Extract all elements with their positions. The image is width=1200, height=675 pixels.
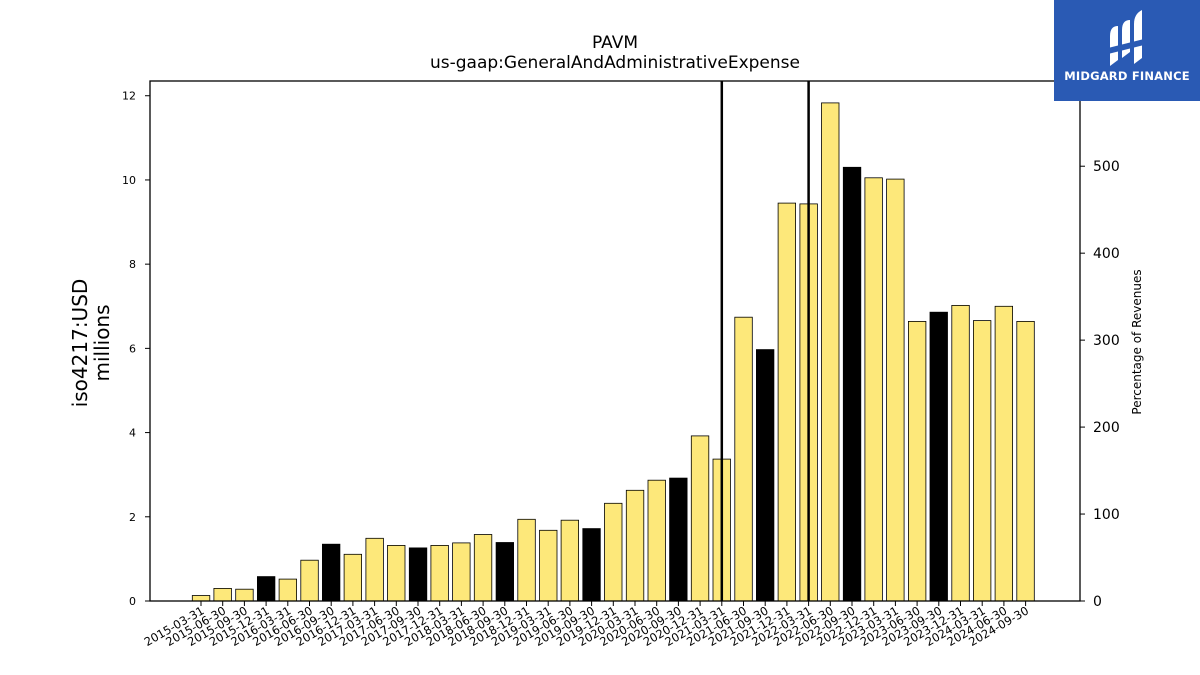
y2-tick-label: 300 [1093, 333, 1120, 349]
bar-2022-09-30 [842, 166, 862, 602]
chart-subtitle: us-gaap:GeneralAndAdministrativeExpense [430, 53, 800, 73]
bar-2024-09-30 [1016, 320, 1035, 602]
y2-tick-label: 0 [1093, 594, 1102, 610]
bar-2021-09-30 [756, 349, 775, 602]
bar-2016-03-31 [278, 578, 298, 602]
bar-2015-03-31 [191, 595, 211, 602]
y-tick-label: 10 [122, 174, 136, 187]
bar-2017-12-31 [430, 545, 449, 602]
bar-series [191, 102, 1035, 602]
plot-frame [149, 80, 1081, 602]
bar-2021-06-30 [734, 316, 753, 602]
y-tick-label: 6 [129, 342, 136, 355]
bar-2015-12-31 [256, 576, 276, 602]
y-tick-label: 8 [129, 258, 136, 271]
bar-2019-09-30 [582, 528, 601, 602]
y-tick-label: 2 [129, 511, 136, 524]
bar-2024-03-31 [973, 320, 992, 602]
y-tick-label: 0 [129, 595, 136, 608]
bar-2020-03-31 [625, 489, 645, 602]
bar-2016-12-31 [343, 553, 363, 602]
y2-tick-label: 200 [1093, 420, 1120, 436]
bar-2017-06-30 [387, 545, 406, 602]
bar-2015-09-30 [235, 588, 254, 602]
chart-title: PAVM [592, 33, 638, 53]
bar-2023-03-31 [886, 178, 905, 602]
y2-axis-label: Percentage of Revenues [1130, 269, 1144, 414]
bar-2016-06-30 [300, 559, 319, 602]
bar-2020-09-30 [669, 477, 688, 602]
x-axis: 2015-03-312015-06-302015-09-302015-12-31… [142, 601, 1031, 649]
bar-2017-09-30 [408, 547, 428, 602]
bar-2016-09-30 [321, 543, 341, 602]
bar-2022-06-30 [821, 102, 840, 602]
y-axis-label-units: millions [90, 304, 114, 381]
y-axis-right: 0100200300400500600 [1080, 72, 1120, 610]
bar-2019-06-30 [560, 519, 579, 602]
y2-tick-label: 500 [1093, 159, 1120, 175]
bar-2023-12-31 [951, 304, 970, 602]
bar-2019-12-31 [604, 502, 623, 602]
bar-2020-06-30 [647, 479, 666, 602]
bar-2018-12-31 [517, 518, 536, 602]
bar-2023-06-30 [908, 320, 927, 602]
bar-2022-12-31 [864, 177, 883, 602]
y-tick-label: 4 [129, 427, 136, 440]
bar-2024-06-30 [994, 305, 1013, 602]
bar-2020-12-31 [690, 435, 710, 602]
bar-2018-06-30 [473, 534, 493, 602]
y-axis-label: iso4217:USD [68, 279, 92, 408]
midgard-finance-logo: MIDGARD FINANCE [1054, 0, 1200, 101]
bar-2018-03-31 [452, 542, 471, 602]
bar-2017-03-31 [365, 537, 384, 602]
bar-2023-09-30 [929, 311, 948, 602]
bar-2015-06-30 [213, 588, 232, 602]
bar-2021-12-31 [777, 202, 796, 602]
y2-tick-label: 400 [1093, 246, 1120, 262]
y-axis-left: 0 2 4 6 8 10 12 [122, 90, 150, 608]
bar-2018-09-30 [495, 542, 515, 602]
y-tick-label: 12 [122, 90, 136, 103]
y2-tick-label: 100 [1093, 507, 1120, 523]
midgard-logo-icon [1108, 10, 1148, 66]
logo-text: MIDGARD FINANCE [1064, 69, 1190, 83]
bar-2019-03-31 [539, 529, 558, 602]
